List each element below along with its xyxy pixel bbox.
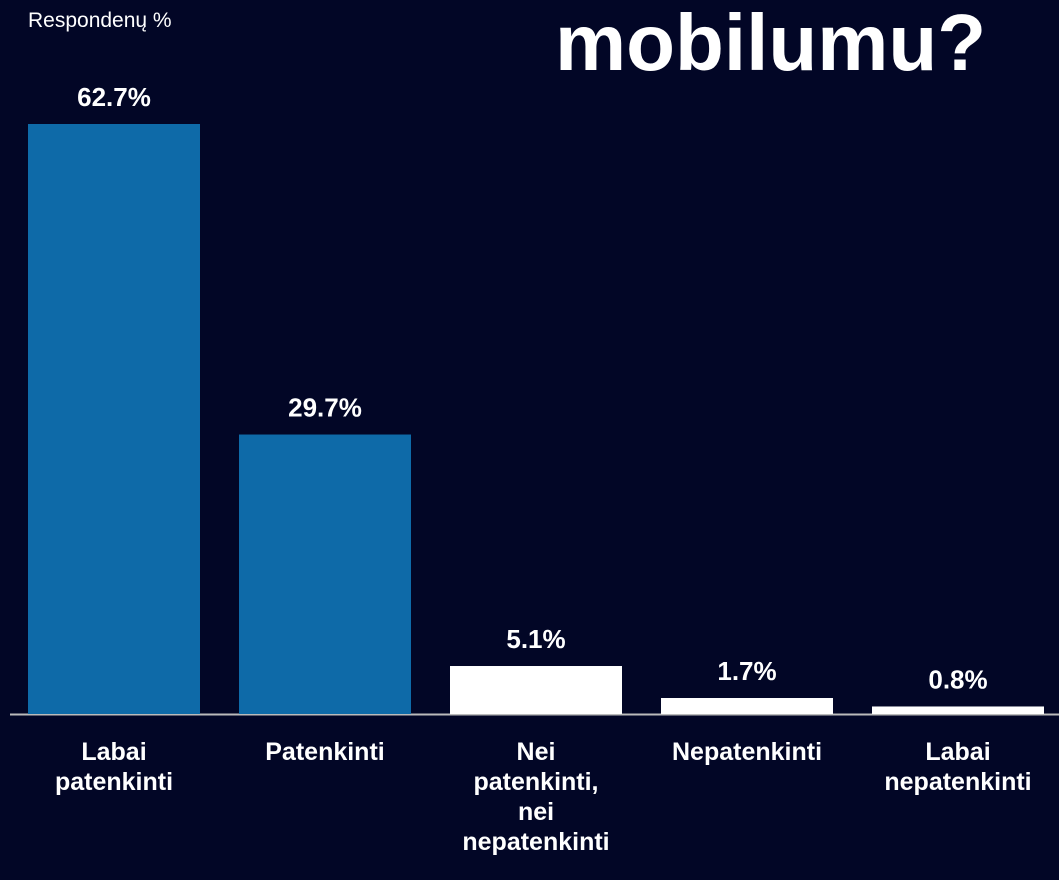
- bar: [661, 698, 833, 714]
- x-tick-label: Nei patenkinti, nei nepatenkinti: [462, 738, 610, 856]
- bar: [872, 706, 1044, 714]
- x-tick-label: Patenkinti: [265, 738, 385, 766]
- value-label: 29.7%: [288, 393, 362, 423]
- x-tick-label: Nepatenkinti: [671, 738, 823, 766]
- bar: [28, 124, 200, 714]
- bar: [239, 434, 411, 714]
- value-label: 62.7%: [77, 82, 151, 112]
- chart-title: mobilumu?: [555, 0, 986, 87]
- value-label: 5.1%: [506, 624, 565, 654]
- bar: [450, 666, 622, 714]
- x-tick-label: Labai nepatenkinti: [884, 738, 1032, 796]
- x-tick-label: Labai patenkinti: [54, 738, 174, 796]
- value-label: 1.7%: [717, 656, 776, 686]
- y-axis-label: Respondenų %: [28, 9, 172, 32]
- value-label: 0.8%: [928, 664, 987, 694]
